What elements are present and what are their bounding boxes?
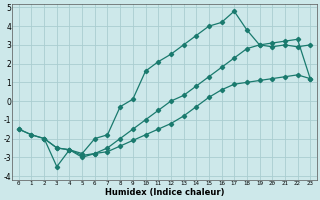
X-axis label: Humidex (Indice chaleur): Humidex (Indice chaleur) — [105, 188, 224, 197]
